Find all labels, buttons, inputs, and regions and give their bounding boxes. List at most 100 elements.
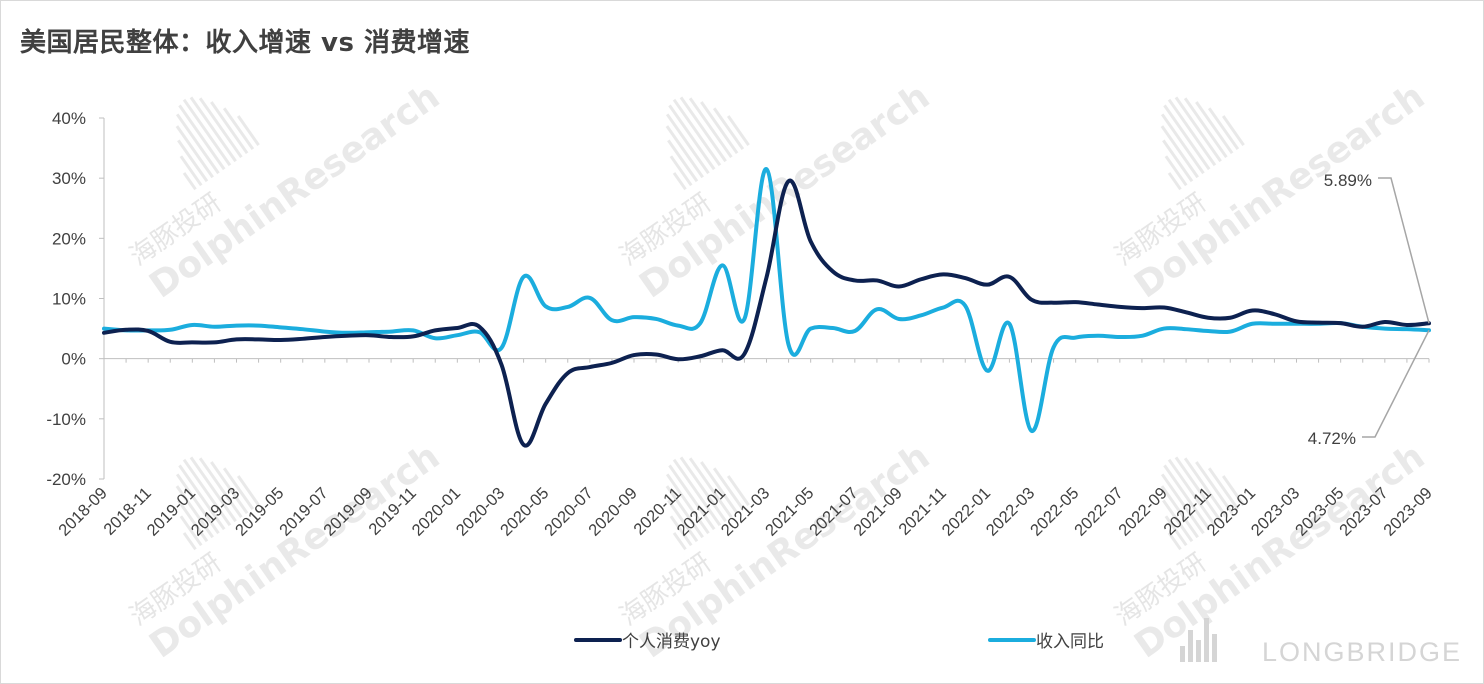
watermark-bar bbox=[1163, 104, 1211, 171]
watermark-bar bbox=[1207, 107, 1240, 151]
point-consumption bbox=[1141, 307, 1143, 309]
watermark-bar bbox=[1195, 101, 1234, 155]
x-tick-label: 2020-09 bbox=[585, 484, 641, 540]
point-consumption bbox=[1185, 311, 1187, 313]
watermark-bar bbox=[210, 461, 249, 515]
point-consumption bbox=[1295, 320, 1297, 322]
point-income bbox=[324, 330, 326, 332]
watermark-bar bbox=[700, 101, 739, 155]
annotation-consumption: 5.89% bbox=[1324, 171, 1372, 190]
watermark-bar bbox=[179, 155, 203, 187]
point-consumption bbox=[1074, 301, 1076, 303]
point-consumption bbox=[1030, 299, 1032, 301]
point-consumption bbox=[1052, 302, 1054, 304]
point-income bbox=[677, 324, 679, 326]
point-consumption bbox=[1229, 317, 1231, 319]
watermark-bar bbox=[182, 172, 197, 191]
watermark-bar bbox=[712, 107, 745, 151]
point-consumption bbox=[1207, 317, 1209, 319]
legend-label: 收入同比 bbox=[1036, 632, 1104, 652]
point-consumption bbox=[412, 335, 414, 337]
point-consumption bbox=[522, 444, 524, 446]
brand-bar bbox=[1196, 640, 1201, 662]
watermark-bar bbox=[179, 515, 203, 547]
point-income bbox=[302, 328, 304, 330]
watermark-bar bbox=[175, 125, 214, 179]
point-income bbox=[1074, 336, 1076, 338]
legend: 个人消费yoy 收入同比 bbox=[574, 632, 1104, 652]
point-consumption bbox=[986, 283, 988, 285]
point-income bbox=[1273, 323, 1275, 325]
point-income bbox=[1406, 328, 1408, 330]
y-tick-label: 10% bbox=[52, 290, 86, 309]
point-income bbox=[898, 318, 900, 320]
point-income bbox=[368, 331, 370, 333]
watermark-bar bbox=[672, 172, 687, 191]
point-income bbox=[633, 316, 635, 318]
brand-bar bbox=[1180, 646, 1185, 662]
point-consumption bbox=[633, 354, 635, 356]
point-consumption bbox=[964, 277, 966, 279]
brand-logo: LONGBRIDGE bbox=[1180, 618, 1460, 667]
point-income bbox=[1030, 430, 1032, 432]
point-income bbox=[920, 314, 922, 316]
watermark-bar bbox=[1164, 515, 1188, 547]
point-income bbox=[1141, 335, 1143, 337]
watermark-bar bbox=[669, 515, 693, 547]
watermark-text-en: DolphinResearch bbox=[142, 76, 447, 307]
point-consumption bbox=[1119, 306, 1121, 308]
watermark-bar bbox=[1164, 155, 1188, 187]
point-consumption bbox=[434, 329, 436, 331]
watermark-bar bbox=[1162, 499, 1194, 543]
watermark-bar bbox=[1221, 475, 1245, 507]
point-consumption bbox=[213, 341, 215, 343]
watermark-bar bbox=[1160, 473, 1205, 535]
point-consumption bbox=[1273, 313, 1275, 315]
point-income bbox=[1163, 327, 1165, 329]
point-consumption bbox=[1251, 309, 1253, 311]
watermark-bar bbox=[672, 532, 687, 551]
point-income bbox=[257, 324, 259, 326]
watermark-text-en: DolphinResearch bbox=[142, 436, 447, 667]
point-consumption bbox=[125, 329, 127, 331]
point-consumption bbox=[1362, 326, 1364, 328]
watermark-bar bbox=[667, 139, 699, 183]
watermark-bar bbox=[1160, 113, 1205, 175]
point-income bbox=[191, 324, 193, 326]
watermark-bar bbox=[1163, 464, 1211, 531]
watermark-bar bbox=[669, 155, 693, 187]
watermark-bar bbox=[668, 104, 716, 171]
point-income bbox=[589, 297, 591, 299]
watermark-bar bbox=[668, 464, 716, 531]
watermark-bar bbox=[236, 115, 260, 147]
point-income bbox=[1229, 330, 1231, 332]
point-consumption bbox=[302, 338, 304, 340]
y-tick-label: 30% bbox=[52, 169, 86, 188]
legend-item-income: 收入同比 bbox=[988, 632, 1104, 652]
point-income bbox=[787, 344, 789, 346]
watermark-bar bbox=[222, 467, 255, 511]
brand-bar bbox=[1188, 630, 1193, 662]
point-consumption bbox=[743, 353, 745, 355]
point-consumption bbox=[1384, 321, 1386, 323]
point-income bbox=[699, 322, 701, 324]
point-consumption bbox=[699, 355, 701, 357]
point-income bbox=[412, 329, 414, 331]
point-consumption bbox=[809, 240, 811, 242]
point-income bbox=[1251, 323, 1253, 325]
point-consumption bbox=[1317, 321, 1319, 323]
watermark-bar bbox=[665, 485, 704, 539]
point-consumption bbox=[544, 403, 546, 405]
point-income bbox=[213, 326, 215, 328]
watermark-bar bbox=[1162, 139, 1194, 183]
point-consumption bbox=[368, 334, 370, 336]
watermark-bar bbox=[198, 97, 243, 159]
point-consumption bbox=[257, 338, 259, 340]
watermark-bar bbox=[182, 532, 197, 551]
point-consumption bbox=[942, 273, 944, 275]
point-consumption bbox=[898, 285, 900, 287]
point-consumption bbox=[235, 338, 237, 340]
